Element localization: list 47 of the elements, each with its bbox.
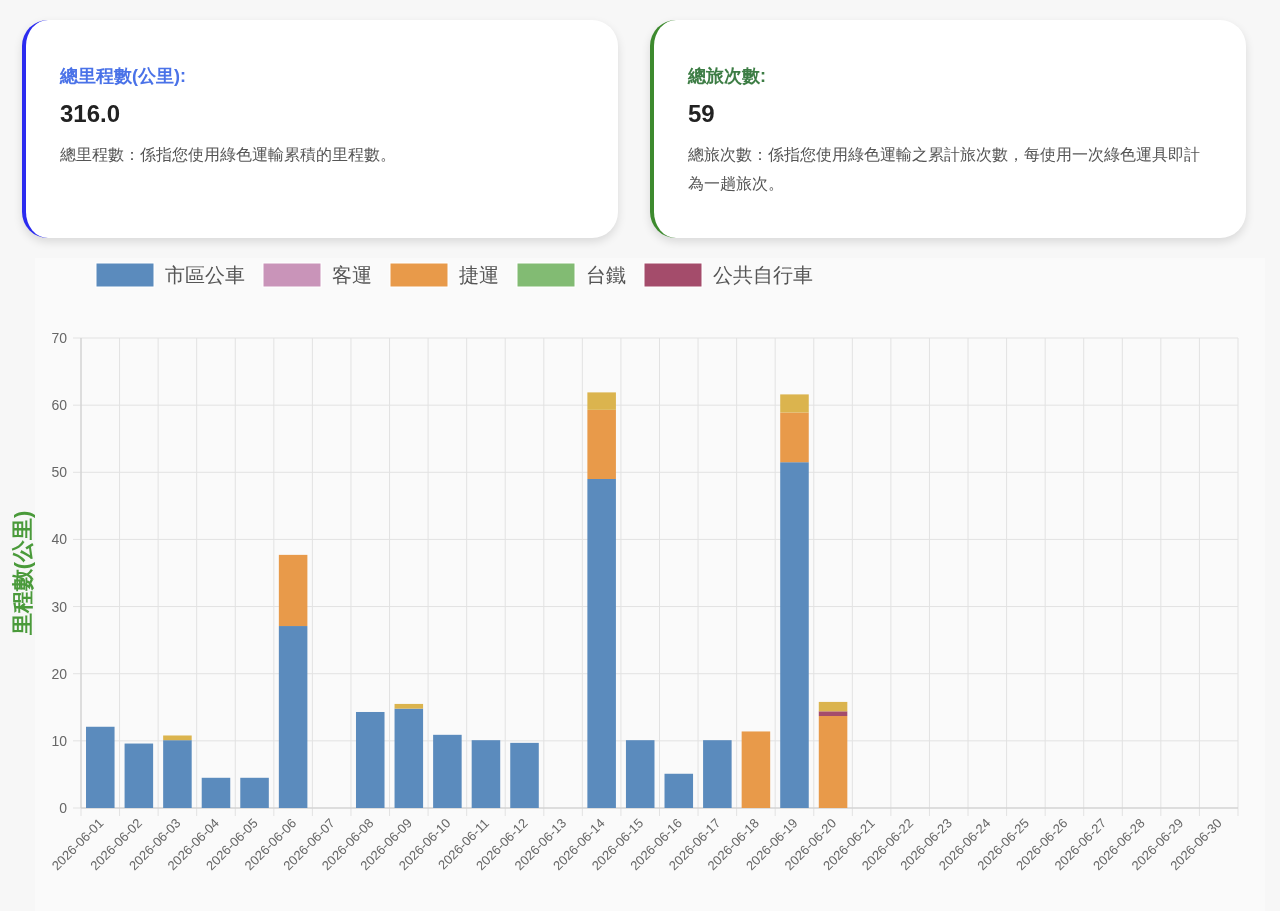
bar [394,708,424,808]
y-tick-label: 40 [51,531,68,548]
y-tick-label: 60 [51,397,68,414]
bar [394,703,424,709]
bar [163,735,192,741]
y-tick-label: 50 [51,464,68,481]
bar [278,626,308,808]
y-tick-label: 70 [51,330,68,346]
bar [163,740,192,808]
bar [818,701,848,712]
bar [124,743,154,808]
text: 總旅次數：係指您使用綠色運輸之累計旅次數，每使用一次綠色運具即計為一趟旅次。 [688,145,1201,194]
y-axis-title: 里程數(公里) [10,510,35,637]
legend-label: 客運 [332,264,372,286]
bar [741,731,771,808]
bar [587,392,616,410]
bar [587,409,616,479]
legend-label: 捷運 [459,264,499,286]
bar [818,711,848,717]
bar [780,394,809,413]
bar [471,740,501,808]
text: 總里程數：係指您使用綠色運輸累積的里程數。 [60,145,397,165]
text: 59 [688,100,716,128]
bar [278,554,308,627]
bar [240,777,269,808]
y-tick-label: 20 [51,665,68,682]
y-tick-label: 0 [59,800,68,816]
legend-label: 公共自行車 [713,264,813,286]
bar [587,479,616,808]
text: 總旅次數: [688,65,767,88]
text: 總里程數(公里): [60,65,187,88]
bar [780,412,809,463]
y-tick-label: 30 [51,598,68,615]
bar [625,740,655,808]
bar [510,742,539,808]
legend-label: 台鐵 [586,264,626,286]
bar [86,726,115,808]
legend-label: 市區公車 [165,264,245,286]
bar [780,462,809,808]
bar [703,740,732,808]
bar [433,734,462,808]
bar [355,711,385,808]
y-tick-label: 10 [51,732,68,749]
bar [201,777,231,808]
text: 316.0 [60,100,122,128]
bar [818,716,848,808]
bar [664,773,694,808]
